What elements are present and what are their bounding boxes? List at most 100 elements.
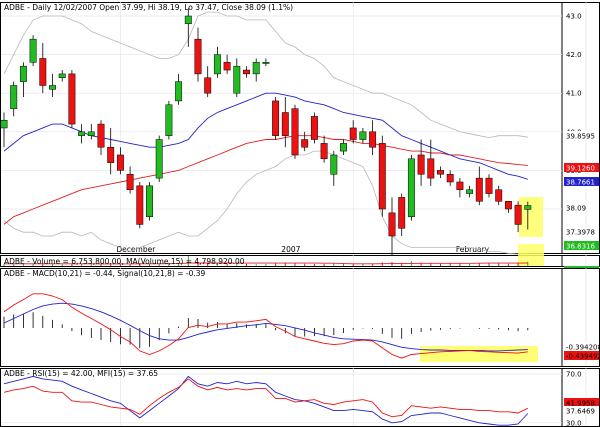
candle-body (116, 154, 124, 171)
candle-body (301, 139, 309, 148)
candle-body (504, 201, 512, 210)
candle-body (388, 212, 396, 237)
mfi-line (3, 375, 529, 426)
candle-body (466, 189, 474, 194)
candle-body (58, 73, 66, 79)
candle-body (378, 143, 386, 210)
candle-body (29, 38, 37, 63)
moving-average-red (3, 135, 528, 225)
label-bb-lower-2-bg (564, 241, 599, 250)
label-rsi-bg (564, 398, 599, 407)
bollinger-lower (3, 150, 528, 255)
candle-body (349, 127, 357, 140)
candle-body (49, 85, 56, 90)
header-symbol: ADBE (4, 269, 25, 278)
candle-body (204, 77, 212, 94)
candle-body (39, 58, 47, 86)
candle-body (243, 69, 250, 75)
header-symbol: ADBE (4, 257, 25, 266)
bollinger-upper (3, 11, 528, 139)
volume-highlight (518, 244, 544, 266)
panel-header: ADBE - Volume = 6,753,800.00, MA(Volume,… (4, 257, 245, 266)
candle-body (223, 62, 231, 71)
candle-body (495, 189, 503, 202)
y-tick-label: 42.0 (566, 51, 582, 59)
candle-body (155, 139, 163, 179)
candle-body (68, 73, 76, 125)
candle-body (437, 170, 444, 175)
candle-body (359, 131, 367, 140)
candle-body (427, 158, 435, 179)
label-bb-upper-bg (564, 131, 599, 140)
label-bb-lower: 37.3978 (566, 229, 595, 237)
label-bb-upper: 39.8595 (566, 133, 595, 141)
candle-body (485, 177, 493, 194)
rsi-line (3, 378, 528, 418)
volume-ma-line (4, 262, 528, 265)
price-panel: 43.042.041.040.039.038.0December2007Febr… (0, 2, 600, 256)
candle-body (136, 185, 144, 225)
header-symbol: ADBE (4, 369, 25, 378)
candle-body (475, 177, 483, 202)
candle-body (340, 143, 347, 152)
label-rsi: 41.9958 (566, 400, 595, 408)
candle-body (165, 104, 173, 136)
label-macd: -0.439492 (566, 353, 600, 361)
candle-body (194, 38, 202, 75)
header-details: - Volume = 6,753,800.00, MA(Volume,15) =… (25, 257, 245, 266)
highlight-box (519, 197, 543, 237)
candle-body (146, 185, 153, 217)
label-close: 38.09 (566, 205, 586, 213)
macd-line (3, 293, 528, 359)
label-ma-red-bg (564, 163, 599, 172)
candle-body (184, 15, 192, 24)
candle-body (456, 181, 464, 190)
candle-body (320, 143, 328, 160)
panel-header: ADBE - MACD(10,21) = -0.44, Signal(10,21… (4, 269, 206, 278)
label-macd-bg (564, 351, 599, 360)
y-tick-label: 41.0 (566, 90, 582, 98)
candle-body (330, 154, 338, 175)
header-details: - MACD(10,21) = -0.44, Signal(10,21,8) =… (25, 269, 206, 278)
x-tick-label: December (116, 245, 156, 254)
candle-body (272, 100, 280, 136)
label-signal: -0.394208 (566, 344, 600, 352)
candle-body (78, 131, 86, 136)
label-ma-blue-bg (564, 177, 599, 186)
label-close-bg (564, 203, 599, 212)
x-tick-label: February (456, 245, 490, 254)
rsi-y-tick-label: 30.0 (566, 419, 582, 427)
macd-panel: ADBE - MACD(10,21) = -0.44, Signal(10,21… (0, 268, 600, 367)
candle-body (87, 131, 95, 136)
signal-line (3, 302, 528, 352)
header-symbol: ADBE (4, 3, 25, 12)
rsi-frame (0, 368, 600, 427)
candle-body (407, 158, 415, 217)
candle-body (175, 81, 183, 102)
label-signal-bg (564, 342, 599, 351)
price-frame (0, 2, 600, 254)
candle-body (514, 204, 522, 225)
label-ma-blue: 38.7661 (566, 179, 595, 187)
panel-header: ADBE - Daily 12/02/2007 Open 37.99, Hi 3… (4, 3, 293, 12)
candle-body (417, 154, 425, 175)
candle-body (19, 65, 27, 82)
panel-header: ADBE - RSI(15) = 42.00, MFI(15) = 37.65 (4, 369, 158, 378)
candle-body (398, 197, 406, 229)
label-ma-red: 39.1260 (566, 165, 595, 173)
candle-body (233, 65, 241, 94)
label-bb-lower-2: 36.8316 (566, 243, 595, 251)
candle-body (281, 112, 289, 136)
candle-body (446, 174, 454, 183)
macd-highlight (420, 346, 538, 362)
candle-body (252, 62, 260, 75)
candle-body (262, 62, 270, 64)
candle-body (97, 123, 105, 148)
rsi-panel: 70.0 30.0 ADBE - RSI(15) = 42.00, MFI(15) … (0, 368, 600, 427)
candle-body (10, 85, 18, 109)
candle-body (0, 119, 8, 129)
label-bb-lower-bg (564, 227, 599, 236)
candle-body (126, 174, 134, 190)
candle-body (291, 108, 299, 156)
